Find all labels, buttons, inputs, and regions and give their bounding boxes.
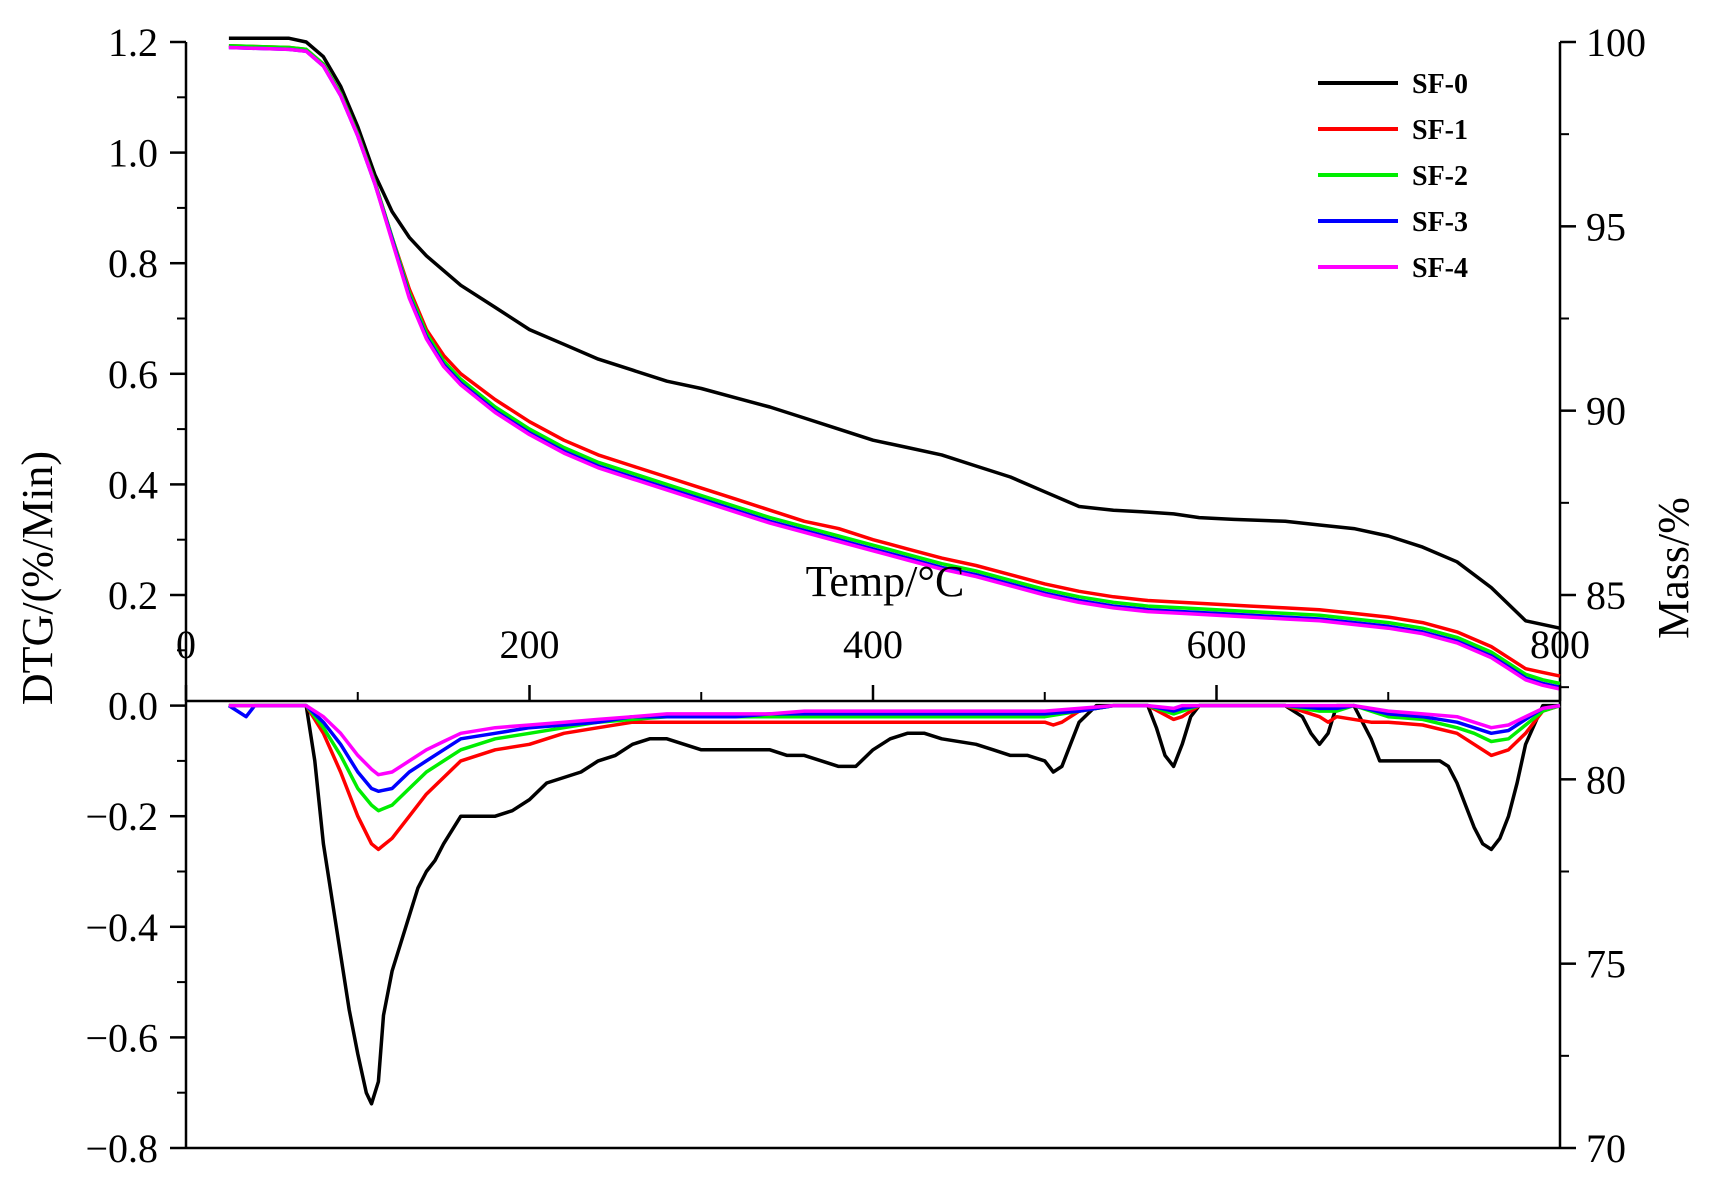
- right-y-axis-title: Mass/%: [1649, 497, 1698, 639]
- left-y-tick-label: −0.8: [85, 1126, 158, 1171]
- x-axis-title: Temp/°C: [806, 557, 965, 606]
- mass-line-sf-4: [228, 45, 1561, 691]
- mass-line-sf-0: [228, 36, 1561, 630]
- ticks-layer: −0.8 −0.6 −0.4 −0.2 0.0 0.2 0.4 0.6 0.8 1.0 1.2 70 7…: [85, 20, 1646, 1171]
- left-y-tick-label: 1.0: [108, 131, 158, 176]
- x-tick-label: 600: [1187, 622, 1247, 667]
- right-y-tick-label: 80: [1586, 757, 1626, 802]
- legend-label-sf-4: SF-4: [1412, 253, 1468, 284]
- legend-label-sf-1: SF-1: [1412, 115, 1468, 146]
- left-y-tick-label: 0.2: [108, 573, 158, 618]
- left-y-tick-label: 0.6: [108, 352, 158, 397]
- left-y-axis-title: DTG/(%/Min): [13, 451, 62, 705]
- left-y-tick-label: −0.4: [85, 905, 158, 950]
- right-y-tick-label: 95: [1586, 204, 1626, 249]
- legend-label-sf-0: SF-0: [1412, 69, 1468, 100]
- legend-label-sf-3: SF-3: [1412, 207, 1468, 238]
- dtg-line-sf-0: [228, 703, 1560, 1106]
- right-y-tick-label: 70: [1586, 1126, 1626, 1171]
- left-y-tick-label: 0.8: [108, 241, 158, 286]
- dtg-line-sf-4: [228, 703, 1561, 777]
- left-y-tick-label: −0.2: [85, 794, 158, 839]
- left-y-tick-label: 0.4: [108, 462, 158, 507]
- dtg-line-sf-1: [228, 703, 1561, 852]
- x-tick-label: 800: [1530, 622, 1590, 667]
- x-tick-label: 0: [176, 622, 196, 667]
- legend-label-sf-2: SF-2: [1412, 161, 1468, 192]
- x-tick-label: 400: [843, 622, 903, 667]
- right-y-tick-label: 85: [1586, 573, 1626, 618]
- right-y-tick-label: 75: [1586, 942, 1626, 987]
- series-layer: [227, 36, 1561, 1106]
- left-y-tick-label: 0.0: [108, 684, 158, 729]
- x-tick-label: 200: [500, 622, 560, 667]
- legend: SF-0 SF-1 SF-2 SF-3 SF-4: [1318, 69, 1468, 284]
- right-y-tick-label: 100: [1586, 20, 1646, 65]
- left-y-tick-label: −0.6: [85, 1015, 158, 1060]
- right-y-tick-label: 90: [1586, 389, 1626, 434]
- dtg-line-sf-2: [228, 703, 1561, 813]
- left-y-tick-label: 1.2: [108, 20, 158, 65]
